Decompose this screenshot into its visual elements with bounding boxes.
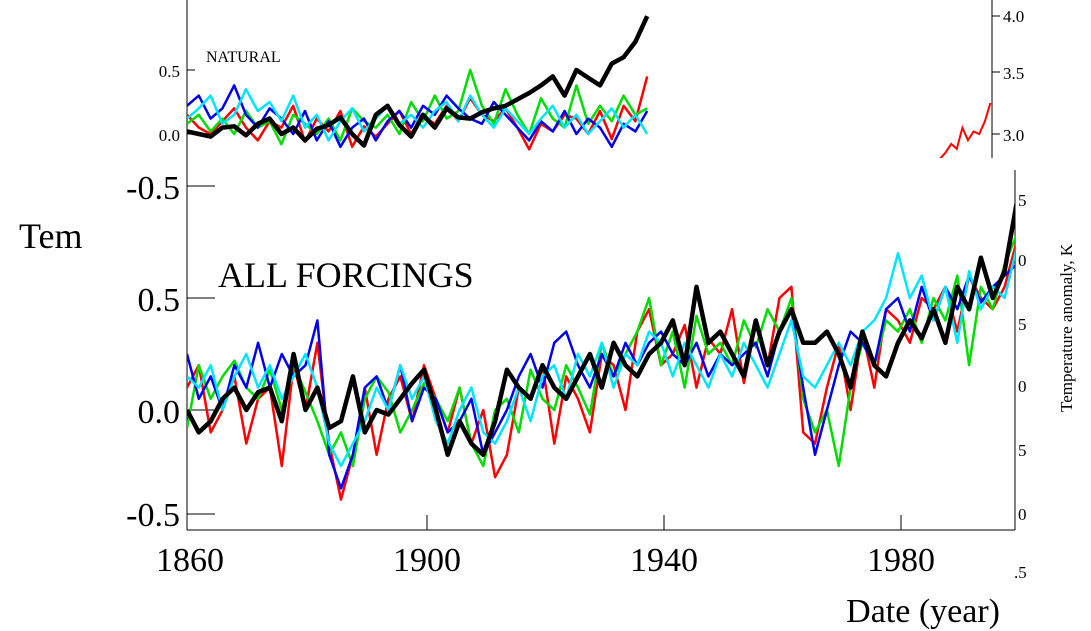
series-line-000000 [187,15,650,148]
main-y2-tick-label: 0 [1018,251,1027,270]
series-line-00e5ff [187,249,1015,468]
all-forcings-series-group [187,203,1015,501]
main-y-tick-label: 0.0 [138,394,181,431]
natural-y-tick-label: 0.0 [159,126,180,145]
all-forcings-title: ALL FORCINGS [218,255,474,295]
main-y2-tick-label: 0 [1018,505,1027,524]
main-y-tick-label: -0.5 [126,497,180,534]
natural-y2-tick-label: 3.0 [1003,126,1024,145]
y-axis-label: Tem [19,216,82,256]
main-x-tick-label: 1900 [393,542,461,579]
all-forcings-panel: -0.5 0.5 0.0 -0.5 1860 1900 1940 1980 5 … [19,158,1076,630]
main-x-tick-label: 1980 [867,542,935,579]
y2-axis-label: Temperature anomaly, K [1057,243,1076,412]
main-y-tick-label: -0.5 [126,170,180,207]
main-y-tick-label: 0.5 [138,282,181,319]
main-y2-tick-label: 5 [1018,315,1027,334]
main-y2-tick-label: 5 [1018,441,1027,460]
main-y2-tick-label: .5 [1014,563,1027,582]
main-x-tick-label: 1940 [630,542,698,579]
main-y2-tick-label: 5 [1018,191,1027,210]
main-x-tick-label: 1860 [156,542,224,579]
natural-y2-tick-label: 4.0 [1003,7,1024,26]
series-line-00dd00 [187,68,648,146]
series-line-fragment [939,102,992,160]
x-axis-label: Date (year) [846,593,1000,630]
natural-panel-title: NATURAL [206,49,281,66]
natural-series-group [187,15,650,151]
natural-panel: 0.5 0.0 4.0 3.5 3.0 NATURAL [159,0,1024,160]
main-y2-tick-label: 0 [1018,377,1027,396]
series-line-000000 [187,203,1015,458]
natural-right-fragment [939,102,992,160]
natural-y-tick-label: 0.5 [159,62,180,81]
natural-y2-tick-label: 3.5 [1003,64,1024,83]
